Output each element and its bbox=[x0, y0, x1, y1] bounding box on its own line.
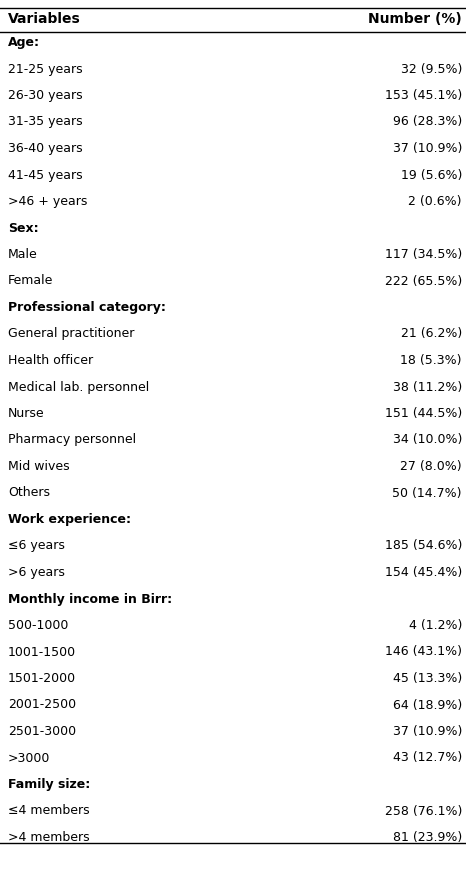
Text: 34 (10.0%): 34 (10.0%) bbox=[393, 434, 462, 447]
Text: Work experience:: Work experience: bbox=[8, 513, 131, 526]
Text: 2 (0.6%): 2 (0.6%) bbox=[409, 195, 462, 208]
Text: 500-1000: 500-1000 bbox=[8, 619, 69, 632]
Text: 18 (5.3%): 18 (5.3%) bbox=[400, 354, 462, 367]
Text: 26-30 years: 26-30 years bbox=[8, 89, 82, 102]
Text: 185 (54.6%): 185 (54.6%) bbox=[384, 540, 462, 552]
Text: Female: Female bbox=[8, 275, 54, 287]
Text: Health officer: Health officer bbox=[8, 354, 93, 367]
Text: Variables: Variables bbox=[8, 12, 81, 26]
Text: >6 years: >6 years bbox=[8, 566, 65, 579]
Text: Medical lab. personnel: Medical lab. personnel bbox=[8, 381, 149, 393]
Text: 258 (76.1%): 258 (76.1%) bbox=[384, 805, 462, 817]
Text: >46 + years: >46 + years bbox=[8, 195, 88, 208]
Text: 32 (9.5%): 32 (9.5%) bbox=[401, 62, 462, 76]
Text: Sex:: Sex: bbox=[8, 221, 39, 235]
Text: ≤4 members: ≤4 members bbox=[8, 805, 89, 817]
Text: 41-45 years: 41-45 years bbox=[8, 169, 82, 181]
Text: 2501-3000: 2501-3000 bbox=[8, 725, 76, 738]
Text: 19 (5.6%): 19 (5.6%) bbox=[401, 169, 462, 181]
Text: 21 (6.2%): 21 (6.2%) bbox=[401, 327, 462, 341]
Text: Mid wives: Mid wives bbox=[8, 460, 69, 473]
Text: 45 (13.3%): 45 (13.3%) bbox=[393, 672, 462, 685]
Text: 64 (18.9%): 64 (18.9%) bbox=[393, 698, 462, 712]
Text: 37 (10.9%): 37 (10.9%) bbox=[393, 725, 462, 738]
Text: 117 (34.5%): 117 (34.5%) bbox=[385, 248, 462, 261]
Text: 81 (23.9%): 81 (23.9%) bbox=[393, 831, 462, 844]
Text: 154 (45.4%): 154 (45.4%) bbox=[385, 566, 462, 579]
Text: Pharmacy personnel: Pharmacy personnel bbox=[8, 434, 136, 447]
Text: Others: Others bbox=[8, 486, 50, 500]
Text: 36-40 years: 36-40 years bbox=[8, 142, 82, 155]
Text: 222 (65.5%): 222 (65.5%) bbox=[385, 275, 462, 287]
Text: 1001-1500: 1001-1500 bbox=[8, 646, 76, 658]
Text: 27 (8.0%): 27 (8.0%) bbox=[400, 460, 462, 473]
Text: Professional category:: Professional category: bbox=[8, 301, 166, 314]
Text: Nurse: Nurse bbox=[8, 407, 45, 420]
Text: 96 (28.3%): 96 (28.3%) bbox=[393, 115, 462, 128]
Text: Age:: Age: bbox=[8, 36, 40, 49]
Text: 153 (45.1%): 153 (45.1%) bbox=[385, 89, 462, 102]
Text: 50 (14.7%): 50 (14.7%) bbox=[392, 486, 462, 500]
Text: 151 (44.5%): 151 (44.5%) bbox=[385, 407, 462, 420]
Text: >4 members: >4 members bbox=[8, 831, 89, 844]
Text: General practitioner: General practitioner bbox=[8, 327, 134, 341]
Text: Male: Male bbox=[8, 248, 38, 261]
Text: 38 (11.2%): 38 (11.2%) bbox=[393, 381, 462, 393]
Text: 43 (12.7%): 43 (12.7%) bbox=[393, 751, 462, 764]
Text: 4 (1.2%): 4 (1.2%) bbox=[409, 619, 462, 632]
Text: 2001-2500: 2001-2500 bbox=[8, 698, 76, 712]
Text: 1501-2000: 1501-2000 bbox=[8, 672, 76, 685]
Text: Number (%): Number (%) bbox=[368, 12, 462, 26]
Text: 37 (10.9%): 37 (10.9%) bbox=[393, 142, 462, 155]
Text: Monthly income in Birr:: Monthly income in Birr: bbox=[8, 592, 172, 606]
Text: ≤6 years: ≤6 years bbox=[8, 540, 65, 552]
Text: Family size:: Family size: bbox=[8, 778, 90, 791]
Text: 146 (43.1%): 146 (43.1%) bbox=[385, 646, 462, 658]
Text: 21-25 years: 21-25 years bbox=[8, 62, 82, 76]
Text: >3000: >3000 bbox=[8, 751, 50, 764]
Text: 31-35 years: 31-35 years bbox=[8, 115, 82, 128]
